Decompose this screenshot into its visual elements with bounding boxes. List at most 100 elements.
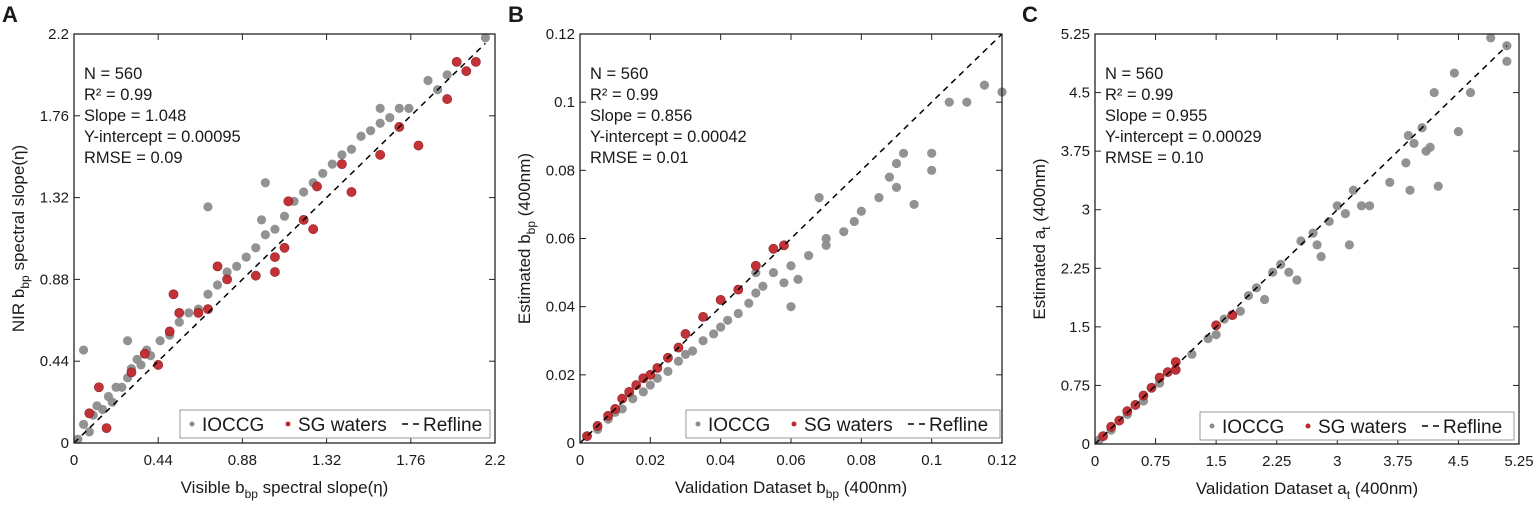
sg-waters-point	[1211, 320, 1222, 331]
y-tick-label: 0	[61, 435, 69, 452]
x-axis-label-subscript: bp	[245, 487, 259, 501]
ioccg-point	[1409, 138, 1419, 148]
x-tick-label: 1.32	[312, 452, 341, 469]
legend-box	[1199, 411, 1515, 441]
ioccg-point	[122, 336, 133, 346]
x-axis-label-text: spectral slope(η)	[258, 478, 388, 497]
ioccg-point	[821, 233, 831, 244]
stat-annotation: Y-intercept = 0.00095	[84, 128, 241, 146]
x-tick-label: 1.76	[396, 452, 425, 469]
legend-label-ioccg: IOCCG	[1222, 417, 1284, 438]
legend: IOCCG SG waters Refline	[179, 409, 491, 439]
ioccg-point	[723, 315, 733, 325]
ioccg-point	[78, 345, 89, 355]
ioccg-point	[979, 80, 990, 90]
ioccg-point	[758, 281, 768, 291]
sg-waters-point	[1122, 406, 1133, 417]
ioccg-point	[1433, 181, 1443, 191]
ioccg-point	[944, 97, 954, 107]
ioccg-point	[1403, 130, 1413, 141]
ioccg-point	[385, 113, 395, 123]
sg-waters-point	[101, 423, 112, 434]
x-axis-label-text: Validation Dataset b	[675, 478, 826, 497]
ioccg-point	[687, 346, 698, 356]
x-axis-label-text: (400nm)	[1350, 479, 1418, 498]
ioccg-point	[1502, 41, 1512, 51]
ioccg-point	[839, 227, 849, 237]
x-axis-label: Visible bbp spectral slope(η)	[181, 478, 389, 501]
sg-waters-point	[617, 393, 628, 404]
x-axis-label: Validation Dataset at (400nm)	[1196, 479, 1418, 502]
sg-waters-point	[461, 66, 472, 77]
x-tick-label: 0	[576, 452, 584, 469]
y-axis-label-text: Estimated b	[515, 234, 534, 324]
ioccg-point	[1292, 275, 1302, 285]
y-tick-label: 5.25	[1061, 26, 1090, 43]
sg-waters-point	[1162, 367, 1173, 378]
y-tick-label: 0	[1082, 436, 1090, 453]
ioccg-point	[927, 165, 937, 175]
ioccg-point	[394, 103, 404, 113]
ioccg-point	[1364, 201, 1375, 211]
x-axis-label-text: (400nm)	[839, 478, 907, 497]
x-tick-label: 1.5	[1206, 453, 1227, 470]
ioccg-point	[241, 252, 251, 262]
ioccg-point	[442, 70, 452, 80]
y-tick-label: 0.1	[554, 94, 575, 111]
ioccg-point	[299, 187, 309, 197]
legend-label-ioccg: IOCCG	[202, 415, 264, 436]
sg-waters-point	[193, 307, 204, 318]
y-tick-label: 2.25	[1061, 260, 1090, 277]
ioccg-point	[1453, 127, 1464, 137]
sg-waters-point	[270, 252, 280, 262]
sg-waters-point	[1138, 390, 1149, 401]
ioccg-point	[337, 150, 347, 160]
x-tick-label: 0.12	[987, 452, 1016, 469]
y-tick-label: 1.32	[40, 190, 69, 207]
sg-waters-point	[1146, 382, 1157, 393]
sg-waters-point	[631, 380, 642, 390]
ioccg-point	[786, 302, 796, 312]
legend: IOCCG SG waters Refline	[1199, 411, 1515, 441]
ioccg-point	[1235, 306, 1245, 316]
ioccg-point	[1449, 68, 1459, 78]
legend-marker-sg-waters	[285, 421, 291, 427]
ioccg-point	[270, 224, 280, 234]
ioccg-point	[318, 168, 328, 179]
ioccg-point	[617, 404, 627, 414]
ioccg-point	[744, 298, 754, 308]
x-tick-label: 0.75	[1141, 453, 1170, 470]
ioccg-point	[84, 427, 94, 437]
x-tick-label: 0.02	[636, 452, 665, 469]
sg-waters-point	[250, 270, 261, 281]
sg-waters-point	[337, 159, 347, 170]
stat-annotation: R² = 0.99	[590, 86, 658, 104]
x-tick-label: 0.04	[706, 452, 735, 469]
refline	[1094, 45, 1508, 445]
sg-waters-point	[126, 367, 137, 378]
y-axis-label-subscript: bp	[18, 275, 32, 289]
sg-waters-point	[442, 94, 453, 104]
ioccg-point	[779, 278, 789, 288]
ioccg-point	[793, 274, 803, 284]
x-tick-label: 2.2	[485, 452, 506, 469]
ioccg-point	[203, 202, 213, 212]
ioccg-point	[1356, 201, 1367, 211]
stat-annotation: R² = 0.99	[84, 86, 152, 104]
stat-annotation: N = 560	[84, 65, 142, 83]
ioccg-point	[884, 172, 895, 182]
ioccg-point	[136, 360, 146, 370]
ioccg-point	[260, 178, 270, 188]
ioccg-point	[891, 182, 902, 192]
ioccg-point	[786, 261, 796, 271]
panel-label: A	[2, 2, 18, 27]
ioccg-point	[1340, 209, 1350, 219]
ioccg-point	[1284, 267, 1294, 277]
stat-annotation: Slope = 0.955	[1105, 107, 1207, 125]
x-tick-label: 0	[70, 452, 78, 469]
x-tick-label: 4.5	[1448, 453, 1469, 470]
sg-waters-point	[451, 56, 462, 67]
y-axis-label-text: Estimated a	[1030, 229, 1049, 319]
panel-b: B 0 0.02 0.04 0.06 0.08 0.1 0.12 0 0.02 0.04 0.06 0.…	[508, 2, 1017, 501]
y-tick-label: 2.2	[48, 26, 69, 43]
